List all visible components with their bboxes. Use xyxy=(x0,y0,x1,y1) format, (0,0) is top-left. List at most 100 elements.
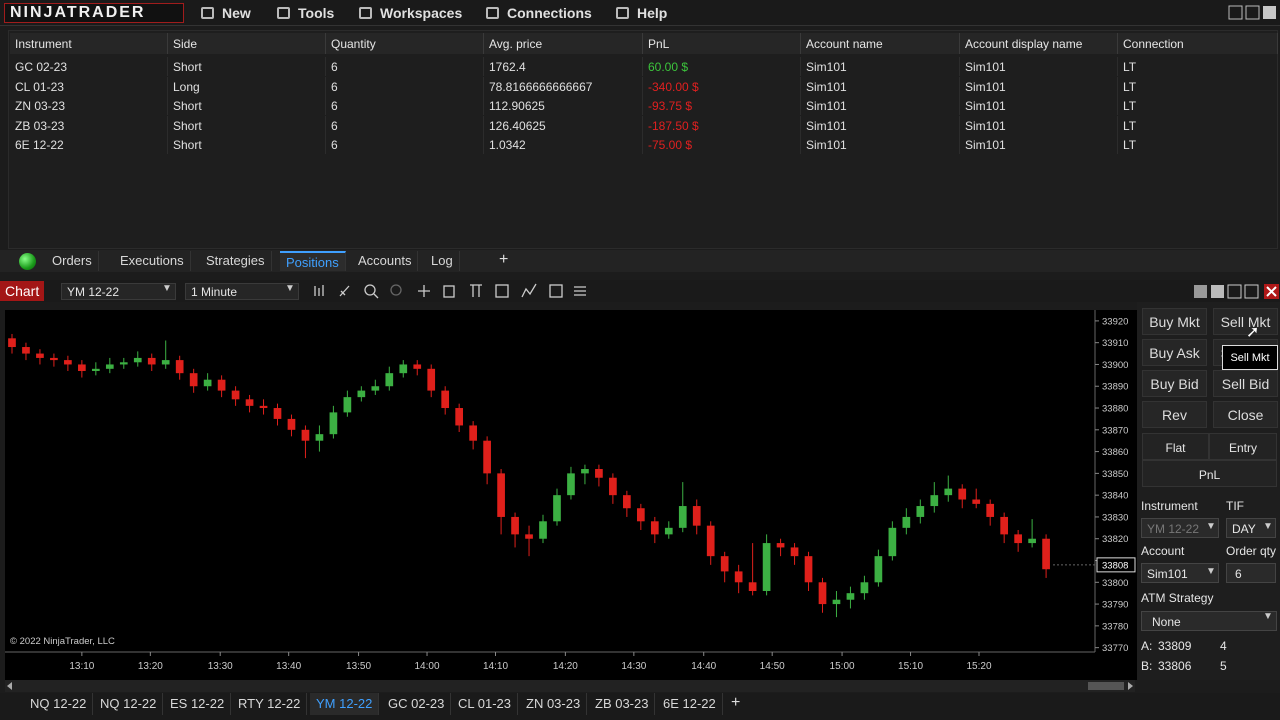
interval-select[interactable]: 1 Minute xyxy=(185,283,299,300)
y-tick-label: 33910 xyxy=(1102,338,1128,349)
menu-icon xyxy=(201,7,214,19)
menu-item[interactable]: Connections xyxy=(507,5,592,21)
y-tick-label: 33840 xyxy=(1102,491,1128,502)
cell: 1762.4 xyxy=(484,57,643,76)
column-header[interactable]: Side xyxy=(168,33,326,54)
cell: CL 01-23 xyxy=(10,76,168,96)
qty-input[interactable]: 6 xyxy=(1226,563,1276,583)
time-axis xyxy=(5,652,1137,680)
candle-body xyxy=(50,357,58,361)
instrument-tab[interactable]: NQ 12-22 xyxy=(94,693,164,715)
column-header[interactable]: Instrument xyxy=(10,33,168,54)
candle-body xyxy=(273,408,282,419)
cell: Short xyxy=(168,135,326,155)
candle-body xyxy=(986,503,995,517)
y-tick-label: 33770 xyxy=(1102,643,1128,654)
x-tick-label: 13:20 xyxy=(138,661,163,672)
candle-body xyxy=(567,473,575,496)
cell: Sim101 xyxy=(960,96,1118,116)
panel-tab[interactable]: Positions xyxy=(280,251,346,271)
order-button[interactable]: Rev xyxy=(1142,401,1207,428)
instrument-tab[interactable]: ZB 03-23 xyxy=(589,693,656,715)
y-tick-label: 33830 xyxy=(1102,512,1128,523)
candle-body xyxy=(818,582,827,605)
instrument-tab[interactable]: RTY 12-22 xyxy=(232,693,308,715)
pnl-button[interactable]: PnL xyxy=(1142,460,1277,487)
candle-body xyxy=(595,469,603,478)
instrument-tab[interactable]: YM 12-22 xyxy=(310,693,380,715)
window-controls[interactable] xyxy=(1228,5,1278,20)
candle-body xyxy=(650,521,659,535)
quote-size: 5 xyxy=(1220,659,1227,673)
column-header[interactable]: PnL xyxy=(643,33,801,54)
caret: ▼ xyxy=(285,283,295,294)
cell: LT xyxy=(1118,115,1278,135)
menu-item[interactable]: Workspaces xyxy=(380,5,463,21)
chart-tools[interactable] xyxy=(310,283,595,299)
panel-tab[interactable]: Strategies xyxy=(200,251,272,271)
instrument-tab[interactable]: ES 12-22 xyxy=(164,693,232,715)
column-header[interactable]: Quantity xyxy=(326,33,484,54)
order-button[interactable]: Sell Bid xyxy=(1213,370,1278,397)
flat-button[interactable]: Flat xyxy=(1142,433,1209,460)
cell: Sim101 xyxy=(801,135,960,155)
instrument-tab[interactable]: NQ 12-22 xyxy=(24,693,94,715)
instrument-tab[interactable]: CL 01-23 xyxy=(452,693,518,715)
last-price-label: 33808 xyxy=(1102,560,1128,571)
candle-body xyxy=(720,556,729,572)
candle-body xyxy=(36,353,44,358)
candle-body xyxy=(175,360,184,374)
instrument-select[interactable]: YM 12-22 xyxy=(61,283,176,300)
caret: ▼ xyxy=(1206,521,1216,532)
add-tab[interactable]: + xyxy=(499,251,509,268)
order-button[interactable]: Sell Mkt xyxy=(1213,308,1278,335)
column-header[interactable]: Connection xyxy=(1118,33,1278,54)
chart-window-controls[interactable] xyxy=(1193,284,1280,299)
panel-tab[interactable]: Executions xyxy=(114,251,191,271)
candle-body xyxy=(623,495,631,509)
candle-body xyxy=(664,527,673,535)
select[interactable]: Sim101 xyxy=(1141,563,1219,583)
y-tick-label: 33780 xyxy=(1102,621,1128,632)
plot-area xyxy=(5,310,1095,652)
scrollbar[interactable] xyxy=(5,680,1135,692)
x-tick-label: 14:50 xyxy=(760,661,785,672)
caret: ▼ xyxy=(1263,611,1273,622)
cell: LT xyxy=(1118,57,1278,76)
entry-button[interactable]: Entry xyxy=(1209,433,1277,460)
menu-item[interactable]: Tools xyxy=(298,5,335,21)
order-button[interactable]: Buy Mkt xyxy=(1142,308,1207,335)
select[interactable]: None xyxy=(1141,611,1277,631)
cell: 78.8166666666667 xyxy=(484,76,643,96)
quote-price: 33809 xyxy=(1158,639,1192,653)
order-button[interactable]: Buy Bid xyxy=(1142,370,1207,397)
panel-tab[interactable]: Accounts xyxy=(352,251,419,271)
add-instrument-tab[interactable]: + xyxy=(731,694,741,711)
instrument-tab[interactable]: ZN 03-23 xyxy=(520,693,588,715)
tooltip: Sell Mkt xyxy=(1222,345,1278,370)
instrument-tab[interactable]: GC 02-23 xyxy=(382,693,452,715)
label: Account xyxy=(1141,544,1185,558)
menu-item[interactable]: Help xyxy=(637,5,668,21)
panel-tab[interactable]: Orders xyxy=(46,251,99,271)
menu-item[interactable]: New xyxy=(222,5,251,21)
y-tick-label: 33850 xyxy=(1102,469,1128,480)
tab-strip xyxy=(0,250,1280,272)
column-header[interactable]: Account name xyxy=(801,33,960,54)
select[interactable]: DAY xyxy=(1226,518,1276,538)
order-button[interactable]: Close xyxy=(1213,401,1278,428)
chart-label[interactable]: Chart xyxy=(0,281,44,301)
candle-body xyxy=(944,488,953,496)
order-button[interactable]: Buy Ask xyxy=(1142,339,1207,366)
panel-tab[interactable]: Log xyxy=(425,251,460,271)
candle-body xyxy=(427,368,436,391)
candle-body xyxy=(119,362,128,365)
column-header[interactable]: Avg. price xyxy=(484,33,643,54)
select[interactable]: YM 12-22 xyxy=(1141,518,1219,538)
cell: 126.40625 xyxy=(484,115,643,135)
x-tick-label: 15:00 xyxy=(830,661,855,672)
candle-body xyxy=(706,525,715,557)
candle-body xyxy=(902,516,911,528)
instrument-tab[interactable]: 6E 12-22 xyxy=(657,693,723,715)
column-header[interactable]: Account display name xyxy=(960,33,1118,54)
